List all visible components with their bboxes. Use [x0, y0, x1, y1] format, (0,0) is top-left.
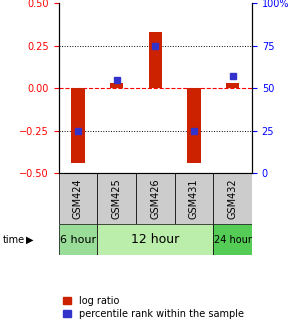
Bar: [213, 173, 252, 224]
Bar: [187, 88, 201, 163]
Legend: log ratio, percentile rank within the sample: log ratio, percentile rank within the sa…: [64, 296, 244, 319]
Bar: [97, 173, 136, 224]
Text: GSM432: GSM432: [228, 178, 238, 219]
Text: 6 hour: 6 hour: [60, 234, 96, 245]
Bar: [71, 88, 85, 163]
Text: GSM431: GSM431: [189, 179, 199, 219]
Text: time: time: [3, 234, 25, 245]
Text: ▶: ▶: [25, 234, 33, 245]
Text: 24 hour: 24 hour: [214, 234, 252, 245]
Text: GSM424: GSM424: [73, 178, 83, 219]
Bar: [175, 173, 213, 224]
Bar: [59, 224, 97, 255]
Text: GSM426: GSM426: [150, 178, 160, 219]
Bar: [136, 173, 175, 224]
Text: GSM425: GSM425: [112, 178, 122, 219]
Text: 12 hour: 12 hour: [131, 233, 179, 246]
Bar: [226, 83, 239, 88]
Title: GDS5 / 11911: GDS5 / 11911: [102, 0, 208, 2]
Bar: [149, 32, 162, 88]
Bar: [110, 83, 123, 88]
Bar: [97, 224, 213, 255]
Bar: [213, 224, 252, 255]
Bar: [59, 173, 97, 224]
